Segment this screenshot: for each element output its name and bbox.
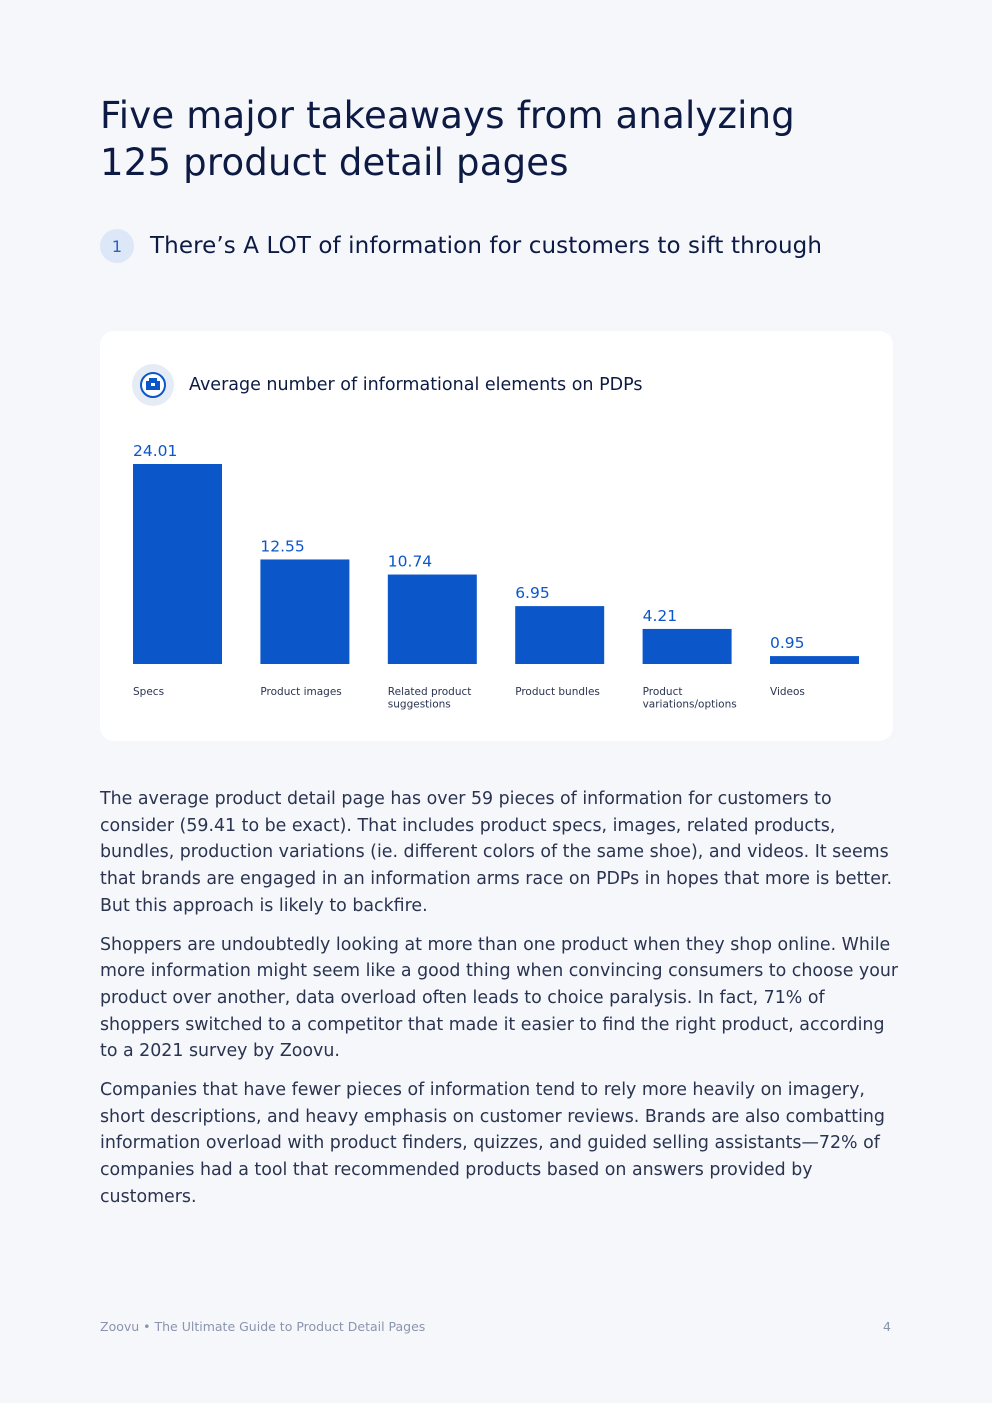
- paragraph-2: Shoppers are undoubtedly looking at more…: [100, 934, 899, 1062]
- section-title: There’s A LOT of information for custome…: [150, 233, 823, 259]
- paragraph-1: The average product detail page has over…: [100, 789, 893, 916]
- footer-source: Zoovu • The Ultimate Guide to Product De…: [100, 1319, 426, 1334]
- bar-0: [133, 464, 222, 664]
- category-label-5: Videos: [770, 686, 805, 698]
- chart-title: Average number of informational elements…: [189, 375, 643, 395]
- page-title-line-2: 125 product detail pages: [100, 141, 569, 184]
- chart-card: Average number of informational elements…: [100, 331, 893, 741]
- section-number-badge: 1: [100, 229, 134, 263]
- chart-header: Average number of informational elements…: [132, 364, 642, 406]
- category-label-0: Specs: [133, 686, 164, 698]
- bar-1: [260, 559, 350, 664]
- page-title-line-1: Five major takeaways from analyzing: [100, 94, 795, 137]
- bar-5: [770, 656, 859, 664]
- bar-3: [515, 606, 605, 664]
- paragraph-3: Companies that have fewer pieces of info…: [100, 1080, 885, 1207]
- bar-2: [387, 574, 477, 664]
- category-label-3: Product bundles: [515, 686, 600, 698]
- bar-chart: 24.01 Specs 12.55 Product images 10.74 Relate…: [133, 442, 859, 711]
- section-heading: 1 There’s A LOT of information for custo…: [100, 229, 900, 263]
- category-label-2: Related product suggestions: [388, 686, 472, 711]
- bar-value-label-2: 10.74: [388, 553, 432, 571]
- product-box-icon: [132, 364, 174, 406]
- category-label-4: Product variations/options: [643, 686, 737, 711]
- bar-value-label-3: 6.95: [515, 584, 550, 602]
- page-title: Five major takeaways from analyzing 125 …: [100, 92, 890, 186]
- body-text: The average product detail page has over…: [100, 786, 900, 1223]
- footer-page-number: 4: [883, 1319, 891, 1334]
- bar-value-label-0: 24.01: [133, 442, 177, 460]
- category-label-1: Product images: [260, 686, 341, 698]
- bar-4: [642, 628, 732, 664]
- bar-value-label-4: 4.21: [643, 607, 678, 625]
- bar-value-label-1: 12.55: [260, 537, 304, 555]
- bar-value-label-5: 0.95: [770, 634, 805, 652]
